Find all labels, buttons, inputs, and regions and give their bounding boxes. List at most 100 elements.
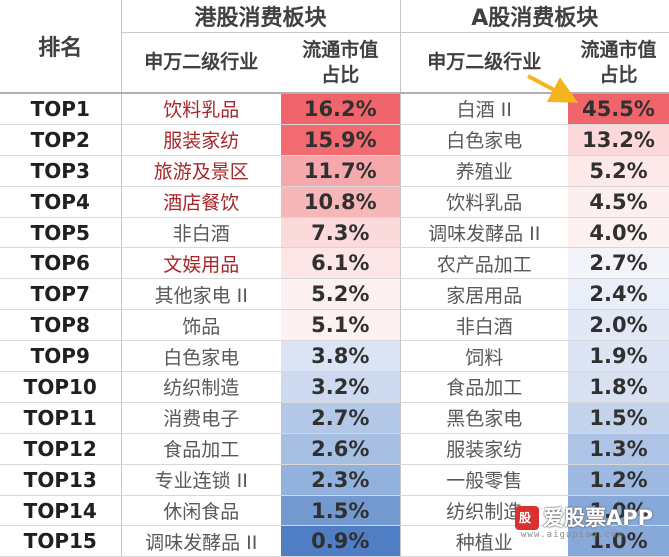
a-share-cell: 4.5%	[568, 186, 669, 218]
hk-industry-header: 申万二级行业	[121, 32, 281, 94]
rank-cell: TOP2	[0, 124, 122, 156]
hk-industry-cell: 消费电子	[121, 402, 281, 434]
hk-industry-cell: 休闲食品	[121, 495, 281, 527]
a-share-cell: 1.5%	[568, 402, 669, 434]
a-industry-cell: 调味发酵品 II	[400, 217, 569, 249]
hk-industry-cell: 非白酒	[121, 217, 281, 249]
a-industry-header: 申万二级行业	[400, 32, 569, 94]
a-industry-cell: 白色家电	[400, 124, 569, 156]
table-row: TOP14 休闲食品 1.5% 纺织制造 1.0%	[0, 495, 669, 527]
hk-share-cell: 5.2%	[281, 278, 401, 311]
a-share-header-line2: 占比	[599, 63, 638, 86]
rank-cell: TOP1	[0, 93, 122, 125]
hk-share-cell: 1.5%	[281, 495, 401, 527]
watermark-logo-mark: 股	[519, 511, 532, 525]
hk-share-header-line2: 占比	[321, 63, 360, 86]
rank-cell: TOP3	[0, 155, 122, 187]
a-industry-cell: 纺织制造	[400, 495, 569, 527]
hk-industry-cell: 专业连锁 II	[121, 464, 281, 496]
a-share-cell: 1.2%	[568, 464, 669, 496]
table-row: TOP1 饮料乳品 16.2% 白酒 II 45.5%	[0, 93, 669, 125]
a-industry-cell: 农产品加工	[400, 247, 569, 280]
hk-industry-cell: 饮料乳品	[121, 93, 281, 125]
a-share-cell: 2.7%	[568, 247, 669, 280]
table-row: TOP3 旅游及景区 11.7% 养殖业 5.2%	[0, 155, 669, 187]
hk-group-header: 港股消费板块	[121, 0, 401, 33]
rank-header: 排名	[0, 0, 122, 94]
hk-share-cell: 3.2%	[281, 371, 401, 403]
table-row: TOP2 服装家纺 15.9% 白色家电 13.2%	[0, 124, 669, 156]
hk-share-cell: 2.6%	[281, 433, 401, 465]
rank-cell: TOP5	[0, 217, 122, 249]
a-industry-cell: 饮料乳品	[400, 186, 569, 218]
table-row: TOP10 纺织制造 3.2% 食品加工 1.8%	[0, 371, 669, 403]
hk-industry-cell: 其他家电 II	[121, 278, 281, 311]
watermark-brand: 爱股票APP	[543, 506, 654, 530]
hk-share-cell: 6.1%	[281, 247, 401, 280]
a-share-cell: 2.4%	[568, 278, 669, 311]
rank-cell: TOP15	[0, 525, 122, 557]
hk-industry-cell: 文娱用品	[121, 247, 281, 280]
hk-share-cell: 2.3%	[281, 464, 401, 496]
hk-share-header: 流通市值 占比	[281, 32, 401, 94]
a-share-header-line1: 流通市值	[580, 38, 657, 61]
hk-share-cell: 11.7%	[281, 155, 401, 187]
hk-share-cell: 16.2%	[281, 93, 401, 125]
table-row: TOP8 饰品 5.1% 非白酒 2.0%	[0, 309, 669, 342]
rank-cell: TOP12	[0, 433, 122, 465]
a-share-cell: 1.3%	[568, 433, 669, 465]
table-row: TOP6 文娱用品 6.1% 农产品加工 2.7%	[0, 247, 669, 280]
hk-share-cell: 0.9%	[281, 525, 401, 557]
a-share-cell: 2.0%	[568, 309, 669, 342]
a-industry-cell: 家居用品	[400, 278, 569, 311]
table-row: TOP13 专业连锁 II 2.3% 一般零售 1.2%	[0, 464, 669, 496]
a-industry-cell: 一般零售	[400, 464, 569, 496]
a-industry-cell: 黑色家电	[400, 402, 569, 434]
hk-industry-cell: 调味发酵品 II	[121, 525, 281, 557]
column-header-row: 申万二级行业 流通市值 占比 申万二级行业 流通市值 占比	[0, 32, 669, 94]
rank-cell: TOP6	[0, 247, 122, 280]
table-row: TOP12 食品加工 2.6% 服装家纺 1.3%	[0, 433, 669, 465]
hk-industry-cell: 酒店餐饮	[121, 186, 281, 218]
a-industry-cell: 服装家纺	[400, 433, 569, 465]
group-header-row: 排名 港股消费板块 A股消费板块	[0, 0, 669, 94]
ranking-rows: TOP1 饮料乳品 16.2% 白酒 II 45.5% TOP2 服装家纺 15.9% 白色家电…	[0, 93, 669, 557]
a-group-header: A股消费板块	[400, 0, 669, 33]
watermark-url: www.aigupiao.com	[521, 530, 624, 540]
hk-share-cell: 10.8%	[281, 186, 401, 218]
hk-industry-cell: 白色家电	[121, 340, 281, 373]
a-industry-cell: 非白酒	[400, 309, 569, 342]
watermark-logo-icon: 股	[515, 506, 539, 530]
table-row: TOP11 消费电子 2.7% 黑色家电 1.5%	[0, 402, 669, 434]
hk-share-cell: 7.3%	[281, 217, 401, 249]
a-industry-cell: 养殖业	[400, 155, 569, 187]
hk-industry-cell: 纺织制造	[121, 371, 281, 403]
rank-cell: TOP4	[0, 186, 122, 218]
a-industry-cell: 饲料	[400, 340, 569, 373]
rank-cell: TOP9	[0, 340, 122, 373]
a-share-cell: 4.0%	[568, 217, 669, 249]
rank-cell: TOP7	[0, 278, 122, 311]
hk-industry-cell: 食品加工	[121, 433, 281, 465]
a-share-cell: 5.2%	[568, 155, 669, 187]
hk-industry-cell: 饰品	[121, 309, 281, 342]
hk-share-cell: 3.8%	[281, 340, 401, 373]
a-industry-cell: 食品加工	[400, 371, 569, 403]
rank-cell: TOP11	[0, 402, 122, 434]
a-share-cell: 1.0%	[568, 495, 669, 527]
hk-industry-cell: 服装家纺	[121, 124, 281, 156]
a-share-cell: 45.5%	[568, 93, 669, 125]
hk-industry-cell: 旅游及景区	[121, 155, 281, 187]
a-industry-cell: 白酒 II	[400, 93, 569, 125]
a-share-cell: 13.2%	[568, 124, 669, 156]
rank-cell: TOP8	[0, 309, 122, 342]
watermark: 股 爱股票APP www.aigupiao.com	[515, 500, 665, 542]
rank-cell: TOP13	[0, 464, 122, 496]
table-row: TOP9 白色家电 3.8% 饲料 1.9%	[0, 340, 669, 373]
table-row: TOP5 非白酒 7.3% 调味发酵品 II 4.0%	[0, 217, 669, 249]
a-share-cell: 1.9%	[568, 340, 669, 373]
hk-share-header-line1: 流通市值	[302, 38, 379, 61]
a-share-cell: 1.8%	[568, 371, 669, 403]
hk-share-cell: 5.1%	[281, 309, 401, 342]
